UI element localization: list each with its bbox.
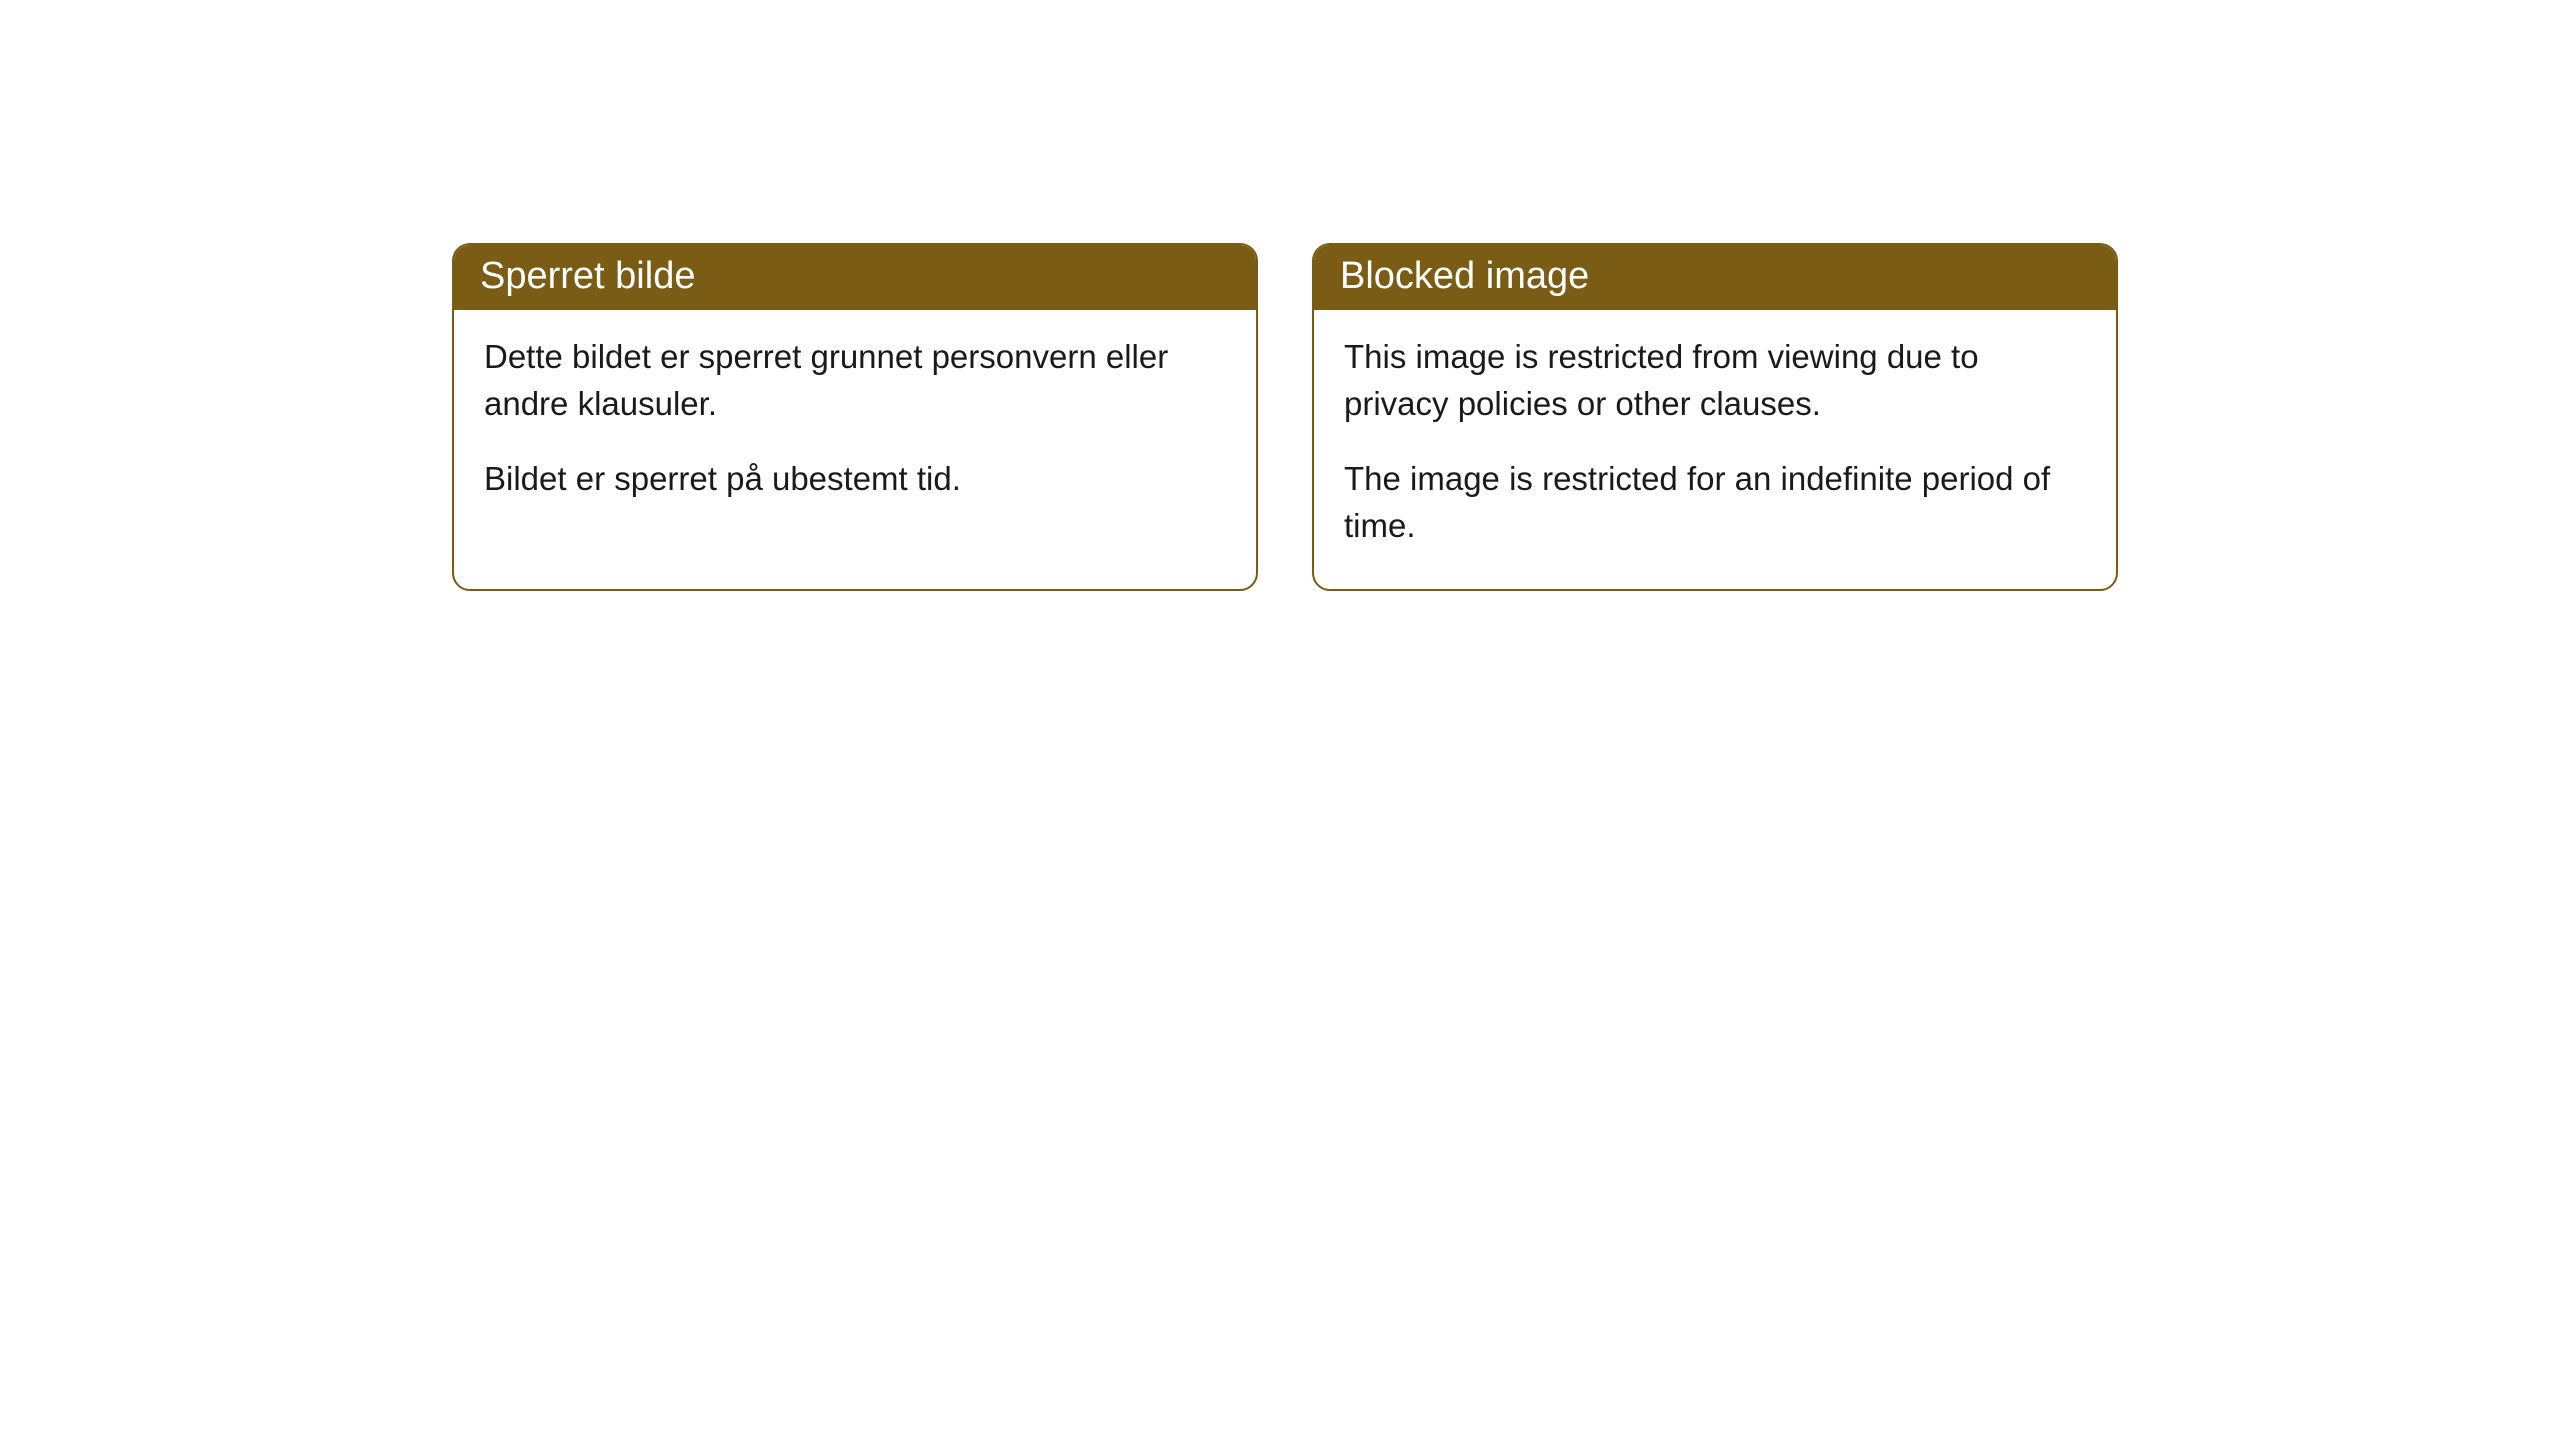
- card-english: Blocked image This image is restricted f…: [1312, 243, 2118, 591]
- card-paragraph-2: The image is restricted for an indefinit…: [1344, 456, 2086, 550]
- card-title: Blocked image: [1340, 255, 1589, 297]
- card-paragraph-1: This image is restricted from viewing du…: [1344, 334, 2086, 428]
- card-paragraph-1: Dette bildet er sperret grunnet personve…: [484, 334, 1226, 428]
- card-header-english: Blocked image: [1314, 245, 2116, 310]
- card-header-norwegian: Sperret bilde: [454, 245, 1256, 310]
- card-title: Sperret bilde: [480, 255, 695, 297]
- card-norwegian: Sperret bilde Dette bildet er sperret gr…: [452, 243, 1258, 591]
- card-body-english: This image is restricted from viewing du…: [1314, 310, 2116, 589]
- cards-container: Sperret bilde Dette bildet er sperret gr…: [452, 243, 2118, 591]
- card-body-norwegian: Dette bildet er sperret grunnet personve…: [454, 310, 1256, 543]
- card-paragraph-2: Bildet er sperret på ubestemt tid.: [484, 456, 1226, 503]
